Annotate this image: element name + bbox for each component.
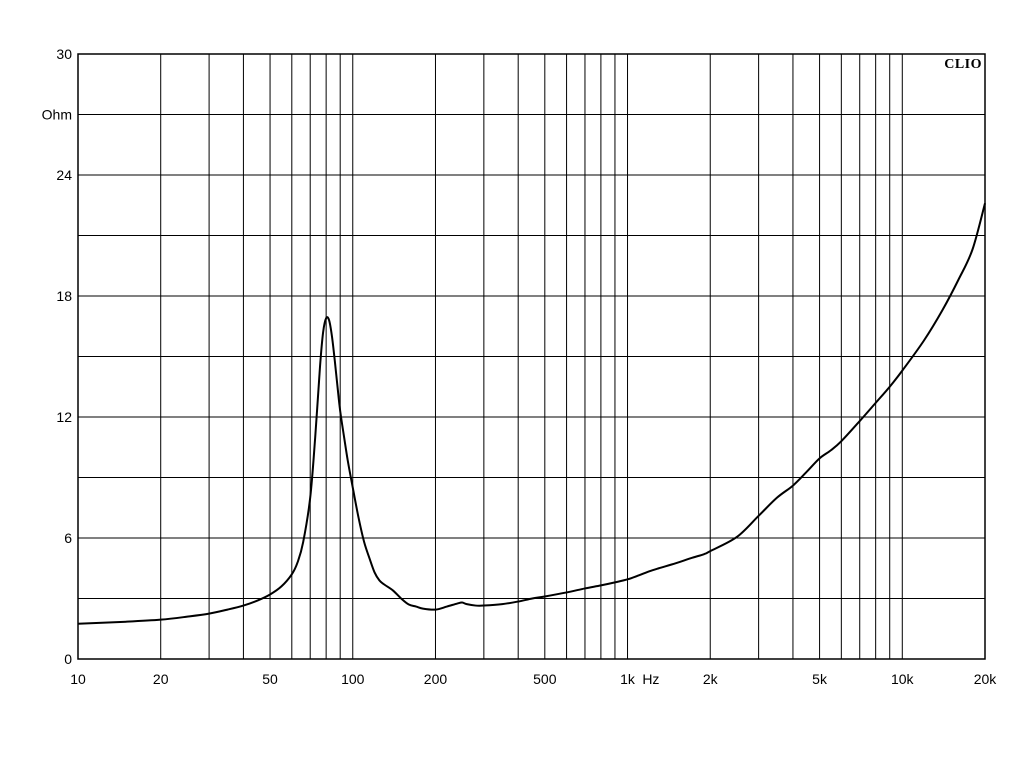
impedance-curve [77,202,986,625]
chart-grid [78,54,985,659]
x-axis-label: Hz [642,671,659,687]
x-tick-label: 1k [620,671,636,687]
y-axis-tick-labels: 0 6 12 18 24 30 [56,46,72,667]
x-tick-label: 100 [341,671,365,687]
y-axis-label: Ohm [42,107,72,123]
x-tick-label: 10 [70,671,86,687]
x-tick-label: 2k [703,671,719,687]
y-tick-label: 6 [64,530,72,546]
x-tick-label: 20 [153,671,169,687]
plot-area-frame [77,53,986,660]
y-tick-label: 24 [56,167,72,183]
y-tick-label: 12 [56,409,72,425]
x-axis-tick-labels: 10 20 50 100 200 500 1k 2k 5k 10k 20k [70,671,997,687]
clio-brand-label: CLIO [944,57,982,72]
x-tick-label: 50 [262,671,278,687]
y-tick-label: 30 [56,46,72,62]
y-tick-label: 18 [56,288,72,304]
x-tick-label: 500 [533,671,557,687]
impedance-series [77,202,986,625]
x-tick-label: 10k [891,671,915,687]
y-tick-label: 0 [64,651,72,667]
x-tick-label: 5k [812,671,828,687]
x-tick-label: 200 [424,671,448,687]
x-tick-label: 20k [974,671,998,687]
